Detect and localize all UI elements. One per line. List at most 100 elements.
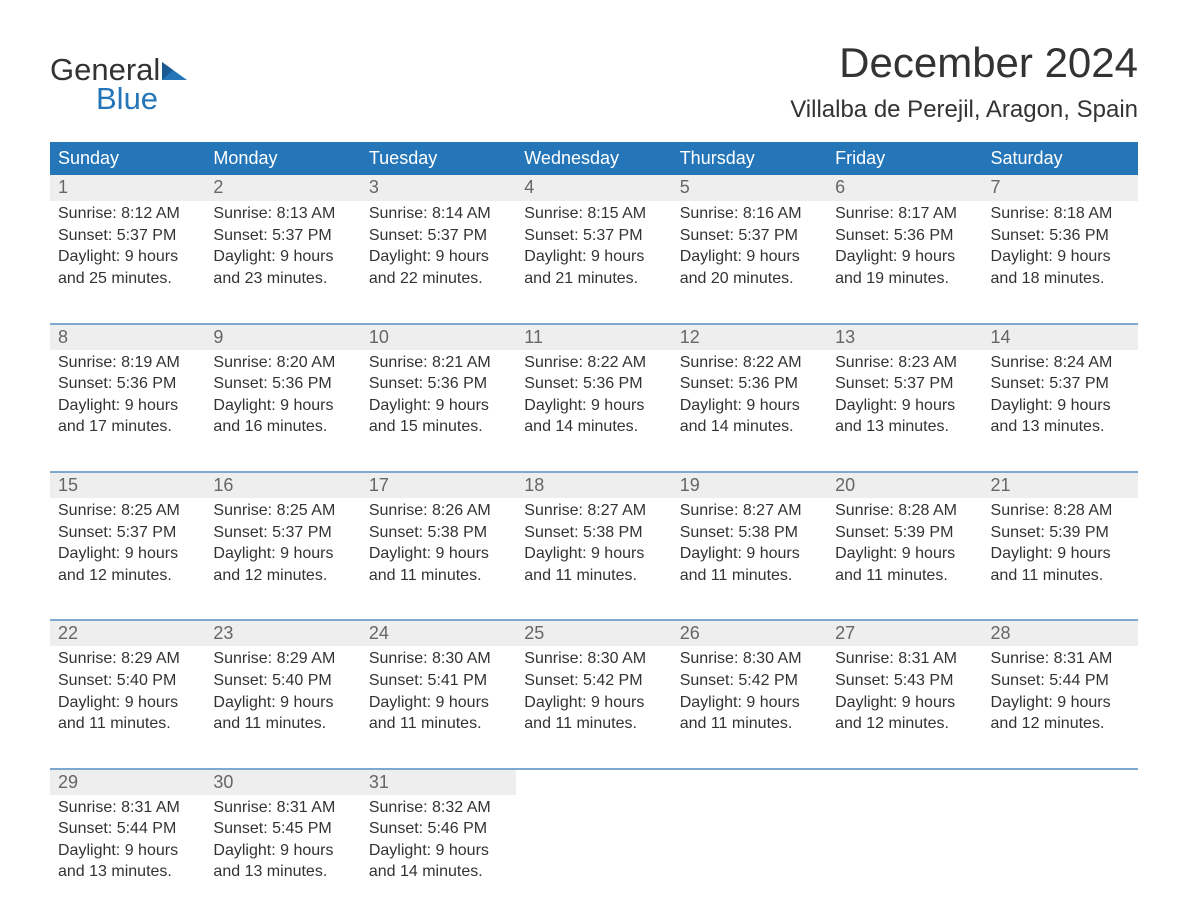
daylight-line-2: and 11 minutes.: [213, 713, 352, 735]
daylight-line-1: Daylight: 9 hours: [991, 246, 1130, 268]
daylight-line-2: and 25 minutes.: [58, 268, 197, 290]
week-separator: [50, 296, 1138, 324]
day-number-cell: [827, 769, 982, 795]
day-number-cell: 26: [672, 620, 827, 646]
sunset-line: Sunset: 5:36 PM: [680, 373, 819, 395]
sunset-line: Sunset: 5:41 PM: [369, 670, 508, 692]
day-number-cell: 27: [827, 620, 982, 646]
daylight-line-1: Daylight: 9 hours: [58, 840, 197, 862]
day-number-cell: 11: [516, 324, 671, 350]
day-content-cell: Sunrise: 8:29 AMSunset: 5:40 PMDaylight:…: [50, 646, 205, 740]
sunset-line: Sunset: 5:46 PM: [369, 818, 508, 840]
day-content-cell: Sunrise: 8:30 AMSunset: 5:41 PMDaylight:…: [361, 646, 516, 740]
day-header-row: Sunday Monday Tuesday Wednesday Thursday…: [50, 142, 1138, 175]
daylight-line-2: and 13 minutes.: [213, 861, 352, 883]
daylight-line-1: Daylight: 9 hours: [991, 543, 1130, 565]
sunrise-line: Sunrise: 8:29 AM: [213, 648, 352, 670]
sunrise-line: Sunrise: 8:26 AM: [369, 500, 508, 522]
sunset-line: Sunset: 5:39 PM: [991, 522, 1130, 544]
sunset-line: Sunset: 5:37 PM: [213, 522, 352, 544]
daylight-line-2: and 21 minutes.: [524, 268, 663, 290]
day-content-cell: Sunrise: 8:24 AMSunset: 5:37 PMDaylight:…: [983, 350, 1138, 444]
daylight-line-2: and 16 minutes.: [213, 416, 352, 438]
sunrise-line: Sunrise: 8:29 AM: [58, 648, 197, 670]
day-number-cell: [672, 769, 827, 795]
daylight-line-2: and 12 minutes.: [213, 565, 352, 587]
sunrise-line: Sunrise: 8:28 AM: [991, 500, 1130, 522]
daylight-line-1: Daylight: 9 hours: [58, 543, 197, 565]
sunrise-line: Sunrise: 8:25 AM: [58, 500, 197, 522]
sunrise-line: Sunrise: 8:31 AM: [58, 797, 197, 819]
sunrise-line: Sunrise: 8:17 AM: [835, 203, 974, 225]
day-content-cell: [983, 795, 1138, 889]
daylight-line-2: and 14 minutes.: [680, 416, 819, 438]
day-number-cell: [516, 769, 671, 795]
sunrise-line: Sunrise: 8:15 AM: [524, 203, 663, 225]
sunrise-line: Sunrise: 8:13 AM: [213, 203, 352, 225]
sunset-line: Sunset: 5:36 PM: [213, 373, 352, 395]
day-number-cell: [983, 769, 1138, 795]
sunrise-line: Sunrise: 8:16 AM: [680, 203, 819, 225]
sunrise-line: Sunrise: 8:14 AM: [369, 203, 508, 225]
day-content-cell: Sunrise: 8:28 AMSunset: 5:39 PMDaylight:…: [827, 498, 982, 592]
daylight-line-2: and 15 minutes.: [369, 416, 508, 438]
daylight-line-1: Daylight: 9 hours: [835, 692, 974, 714]
day-content-cell: Sunrise: 8:31 AMSunset: 5:44 PMDaylight:…: [983, 646, 1138, 740]
day-content-cell: Sunrise: 8:25 AMSunset: 5:37 PMDaylight:…: [205, 498, 360, 592]
day-number-cell: 28: [983, 620, 1138, 646]
logo-triangle-icon: [162, 58, 192, 89]
sunset-line: Sunset: 5:38 PM: [524, 522, 663, 544]
sunrise-line: Sunrise: 8:28 AM: [835, 500, 974, 522]
sunset-line: Sunset: 5:42 PM: [680, 670, 819, 692]
day-number-cell: 4: [516, 175, 671, 201]
day-content-cell: Sunrise: 8:18 AMSunset: 5:36 PMDaylight:…: [983, 201, 1138, 295]
sunset-line: Sunset: 5:44 PM: [991, 670, 1130, 692]
day-number-cell: 23: [205, 620, 360, 646]
day-number-cell: 20: [827, 472, 982, 498]
sunset-line: Sunset: 5:36 PM: [524, 373, 663, 395]
sunset-line: Sunset: 5:36 PM: [369, 373, 508, 395]
daylight-line-2: and 11 minutes.: [369, 565, 508, 587]
sunset-line: Sunset: 5:39 PM: [835, 522, 974, 544]
day-content-cell: [672, 795, 827, 889]
day-content-row: Sunrise: 8:29 AMSunset: 5:40 PMDaylight:…: [50, 646, 1138, 740]
day-number-cell: 3: [361, 175, 516, 201]
day-number-cell: 8: [50, 324, 205, 350]
day-content-cell: Sunrise: 8:22 AMSunset: 5:36 PMDaylight:…: [672, 350, 827, 444]
day-content-cell: Sunrise: 8:20 AMSunset: 5:36 PMDaylight:…: [205, 350, 360, 444]
sunrise-line: Sunrise: 8:25 AM: [213, 500, 352, 522]
sunrise-line: Sunrise: 8:12 AM: [58, 203, 197, 225]
day-content-cell: Sunrise: 8:23 AMSunset: 5:37 PMDaylight:…: [827, 350, 982, 444]
day-content-cell: Sunrise: 8:28 AMSunset: 5:39 PMDaylight:…: [983, 498, 1138, 592]
day-number-cell: 13: [827, 324, 982, 350]
daylight-line-1: Daylight: 9 hours: [369, 840, 508, 862]
daylight-line-1: Daylight: 9 hours: [835, 543, 974, 565]
daylight-line-1: Daylight: 9 hours: [991, 395, 1130, 417]
day-content-cell: Sunrise: 8:31 AMSunset: 5:44 PMDaylight:…: [50, 795, 205, 889]
sunset-line: Sunset: 5:43 PM: [835, 670, 974, 692]
day-content-row: Sunrise: 8:25 AMSunset: 5:37 PMDaylight:…: [50, 498, 1138, 592]
sunrise-line: Sunrise: 8:30 AM: [369, 648, 508, 670]
day-number-cell: 30: [205, 769, 360, 795]
daylight-line-1: Daylight: 9 hours: [213, 395, 352, 417]
daylight-line-1: Daylight: 9 hours: [680, 395, 819, 417]
day-number-cell: 14: [983, 324, 1138, 350]
daylight-line-1: Daylight: 9 hours: [524, 543, 663, 565]
daylight-line-1: Daylight: 9 hours: [835, 246, 974, 268]
th-monday: Monday: [205, 142, 360, 175]
sunset-line: Sunset: 5:37 PM: [213, 225, 352, 247]
day-content-cell: Sunrise: 8:26 AMSunset: 5:38 PMDaylight:…: [361, 498, 516, 592]
day-number-cell: 12: [672, 324, 827, 350]
day-content-cell: Sunrise: 8:17 AMSunset: 5:36 PMDaylight:…: [827, 201, 982, 295]
day-number-cell: 22: [50, 620, 205, 646]
daylight-line-1: Daylight: 9 hours: [213, 543, 352, 565]
day-number-cell: 24: [361, 620, 516, 646]
sunset-line: Sunset: 5:36 PM: [991, 225, 1130, 247]
daylight-line-2: and 14 minutes.: [524, 416, 663, 438]
day-content-cell: Sunrise: 8:25 AMSunset: 5:37 PMDaylight:…: [50, 498, 205, 592]
sunset-line: Sunset: 5:44 PM: [58, 818, 197, 840]
daylight-line-1: Daylight: 9 hours: [369, 395, 508, 417]
daylight-line-2: and 13 minutes.: [991, 416, 1130, 438]
daylight-line-2: and 19 minutes.: [835, 268, 974, 290]
day-number-cell: 16: [205, 472, 360, 498]
